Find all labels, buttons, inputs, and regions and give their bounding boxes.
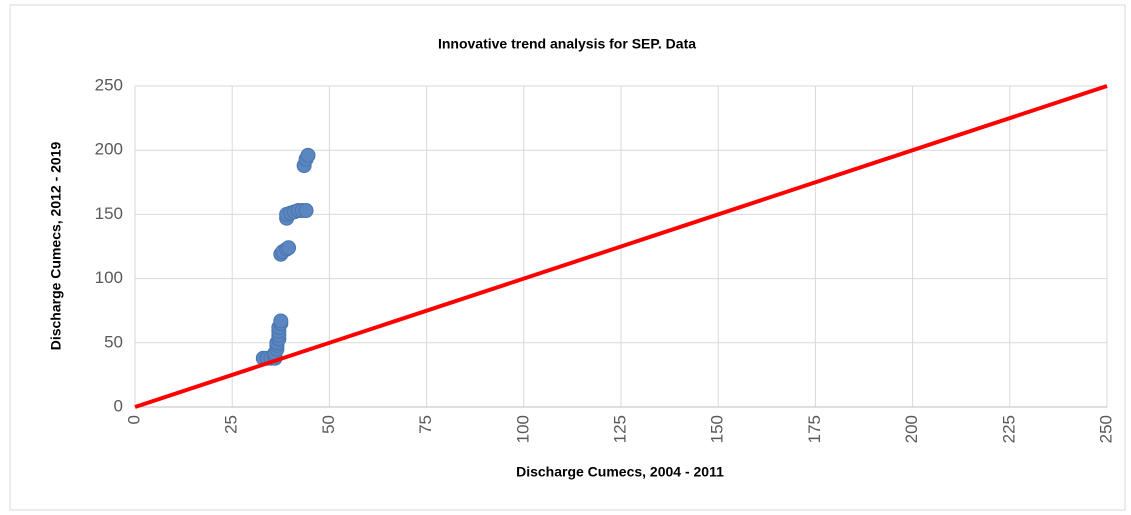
y-tick-label: 200: [95, 140, 123, 159]
x-tick-label: 25: [222, 415, 241, 434]
x-tick-label: 225: [999, 415, 1018, 443]
y-tick-label: 250: [95, 75, 123, 94]
point: [298, 203, 314, 219]
x-tick-label: 0: [124, 415, 143, 424]
x-tick-label: 150: [708, 415, 727, 443]
x-tick-label: 175: [805, 415, 824, 443]
trend-line: [134, 84, 1108, 409]
y-tick-label: 100: [95, 268, 123, 287]
y-tick-label: 0: [114, 396, 123, 415]
x-tick-label: 250: [1096, 415, 1115, 443]
x-tick-label: 75: [416, 415, 435, 434]
x-tick-label: 125: [610, 415, 629, 443]
point: [300, 147, 316, 163]
y-axis-title: Discharge Cumecs, 2012 - 2019: [48, 142, 64, 351]
x-tick-label: 50: [319, 415, 338, 434]
point: [281, 240, 297, 256]
x-axis-title: Discharge Cumecs, 2004 - 2011: [516, 464, 724, 480]
y-tick-label: 150: [95, 204, 123, 223]
y-tick-label: 50: [104, 332, 123, 351]
x-tick-label: 100: [513, 415, 532, 443]
point: [273, 313, 289, 329]
x-tick-label: 200: [902, 415, 921, 443]
chart-title: Innovative trend analysis for SEP. Data: [438, 36, 696, 52]
chart-frame: [9, 4, 1126, 511]
